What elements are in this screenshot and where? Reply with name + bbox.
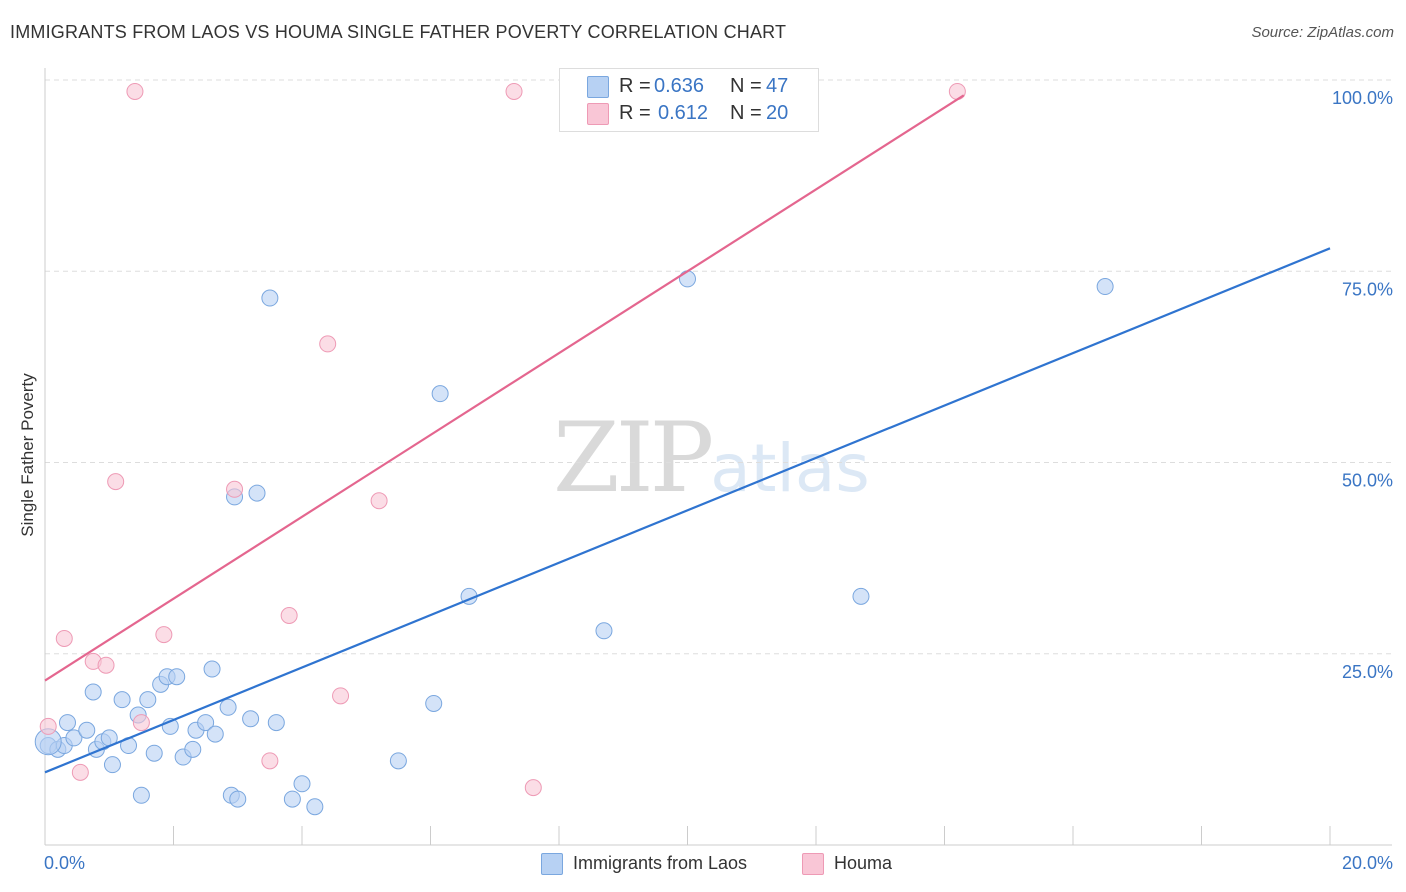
y-tick-label: 100.0% xyxy=(1332,88,1393,108)
data-point xyxy=(283,790,301,808)
data-point xyxy=(332,687,350,705)
data-point xyxy=(267,714,285,732)
data-point xyxy=(132,786,150,804)
data-point xyxy=(65,729,83,747)
data-point xyxy=(107,473,125,491)
legend-r-label: R = xyxy=(619,102,651,124)
data-point xyxy=(113,691,131,709)
data-point xyxy=(203,660,221,678)
y-tick-label: 25.0% xyxy=(1342,662,1393,682)
data-point xyxy=(197,714,215,732)
bottom-legend-label-laos: Immigrants from Laos xyxy=(573,853,748,873)
bottom-legend-swatch-houma xyxy=(802,853,824,875)
legend-n-value: 20 xyxy=(766,102,789,124)
data-point xyxy=(293,775,311,793)
data-point xyxy=(103,756,121,774)
data-point xyxy=(78,721,96,739)
y-tick-label: 50.0% xyxy=(1342,471,1393,491)
legend-r-value: 0.636 xyxy=(654,75,705,97)
data-point xyxy=(852,587,870,605)
trendlines xyxy=(44,94,1331,774)
data-point xyxy=(184,740,202,758)
x-tick-label: 0.0% xyxy=(44,853,85,873)
data-point xyxy=(126,82,144,100)
legend-n-label: N = xyxy=(730,102,762,124)
data-point xyxy=(155,626,173,644)
legend-r-label: R = xyxy=(619,75,651,97)
legend-r-value: 0.612 xyxy=(658,102,709,124)
data-point xyxy=(248,484,266,502)
data-point xyxy=(261,289,279,307)
data-point xyxy=(306,798,324,816)
legend-n-value: 47 xyxy=(766,75,789,97)
data-point xyxy=(97,656,115,674)
data-point xyxy=(595,622,613,640)
data-point xyxy=(219,698,237,716)
tick-labels: 25.0% 50.0% 75.0% 100.0% 0.0% 20.0% xyxy=(44,88,1393,873)
data-point xyxy=(1096,278,1114,296)
y-tick-label: 75.0% xyxy=(1342,279,1393,299)
data-point xyxy=(145,744,163,762)
watermark-zip: ZIP xyxy=(553,402,714,514)
trendline-houma xyxy=(44,94,965,682)
data-point xyxy=(39,717,57,735)
chart-title: IMMIGRANTS FROM LAOS VS HOUMA SINGLE FAT… xyxy=(10,22,787,42)
series-houma xyxy=(39,82,966,797)
data-point xyxy=(139,691,157,709)
data-point xyxy=(280,607,298,624)
source-label: Source: ZipAtlas.com xyxy=(1251,24,1394,41)
data-point xyxy=(319,335,337,353)
data-point xyxy=(168,668,186,686)
data-point xyxy=(679,270,696,288)
data-point xyxy=(71,763,89,781)
data-point xyxy=(84,683,102,701)
axes xyxy=(44,68,1392,846)
data-point xyxy=(389,752,407,770)
data-point xyxy=(425,694,443,712)
data-point xyxy=(505,82,523,100)
data-point xyxy=(370,492,388,510)
data-point xyxy=(226,480,244,498)
legend-swatch-houma xyxy=(587,103,609,125)
watermark: ZIPatlas xyxy=(553,402,870,514)
data-point xyxy=(261,752,279,770)
legend-swatch-laos xyxy=(587,76,609,98)
gridlines xyxy=(45,79,1392,655)
data-point xyxy=(55,629,73,647)
bottom-legend-swatch-laos xyxy=(541,853,563,875)
data-point xyxy=(206,725,224,743)
data-point xyxy=(132,714,150,732)
correlation-legend: R = 0.636 N = 47 R = 0.612 N = 20 xyxy=(559,68,819,132)
data-point xyxy=(431,385,449,403)
data-point xyxy=(524,779,542,797)
legend-n-label: N = xyxy=(730,75,762,97)
data-point xyxy=(229,790,247,808)
trendline-laos xyxy=(44,247,1331,774)
bottom-legend-label-houma: Houma xyxy=(834,853,893,873)
series-immigrants-from-laos xyxy=(34,270,1114,816)
data-point xyxy=(58,714,76,732)
x-tick-label: 20.0% xyxy=(1342,853,1393,873)
data-point xyxy=(242,710,260,728)
